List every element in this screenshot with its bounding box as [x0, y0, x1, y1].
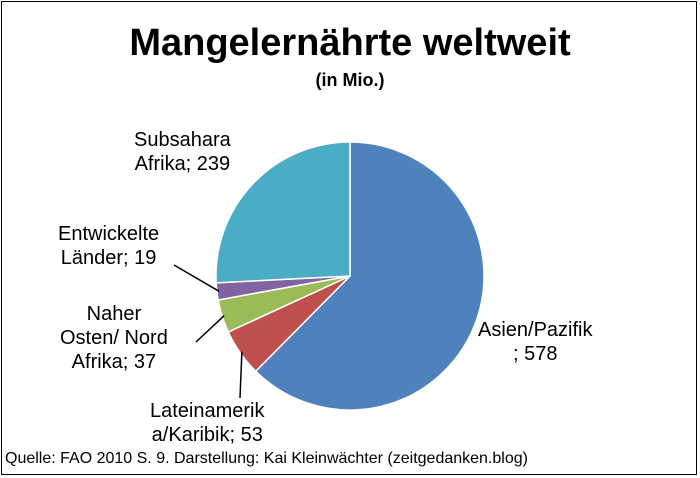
label-line: a/Karibik; 53 [151, 424, 263, 446]
leader-line-3 [173, 264, 220, 292]
slice-label-naher-osten: Naher Osten/ Nord Afrika; 37 [60, 302, 168, 374]
source-note: Quelle: FAO 2010 S. 9. Darstellung: Kai … [5, 450, 528, 467]
label-line: Osten/ Nord [60, 327, 168, 349]
slice-label-entwickelte-laender: Entwickelte Länder; 19 [58, 222, 159, 270]
label-line: ; 578 [513, 343, 558, 365]
label-line: Afrika; 37 [71, 351, 157, 373]
label-line: Naher [86, 303, 142, 325]
label-line: Lateinamerik [150, 400, 265, 422]
label-line: Subsahara [134, 129, 231, 151]
label-line: Asien/Pazifik [478, 319, 593, 341]
leader-line-1 [239, 351, 243, 399]
chart-title: Mangelernährte weltweit [129, 22, 571, 64]
chart-subtitle: (in Mio.) [315, 70, 385, 90]
label-line: Länder; 19 [60, 247, 157, 269]
label-line: Afrika; 239 [134, 153, 231, 175]
label-line: Entwickelte [58, 223, 160, 245]
leader-line-2 [195, 315, 225, 343]
pie-slice-0 [254, 141, 485, 411]
slice-label-asien-pazifik: Asien/Pazifik ; 578 [478, 318, 593, 366]
pie-slice-4 [215, 141, 351, 284]
slice-label-lateinamerika: Lateinamerik a/Karibik; 53 [150, 399, 265, 447]
slice-label-subsahara: Subsahara Afrika; 239 [134, 128, 231, 176]
